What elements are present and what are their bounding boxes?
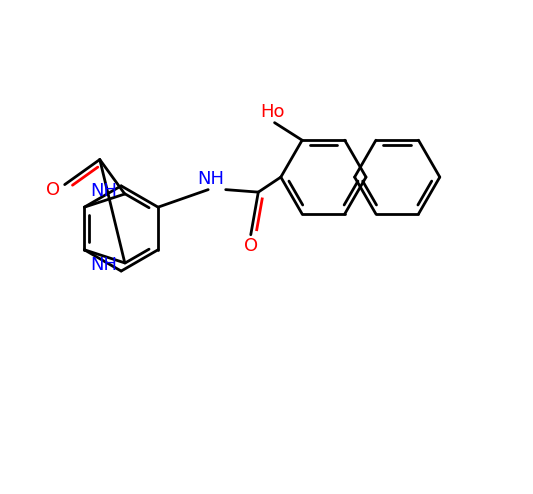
- Text: NH: NH: [90, 256, 117, 275]
- Text: NH: NH: [197, 169, 224, 188]
- Text: O: O: [45, 181, 60, 199]
- Text: NH: NH: [90, 182, 117, 201]
- Text: Ho: Ho: [260, 103, 284, 121]
- Text: O: O: [244, 237, 258, 255]
